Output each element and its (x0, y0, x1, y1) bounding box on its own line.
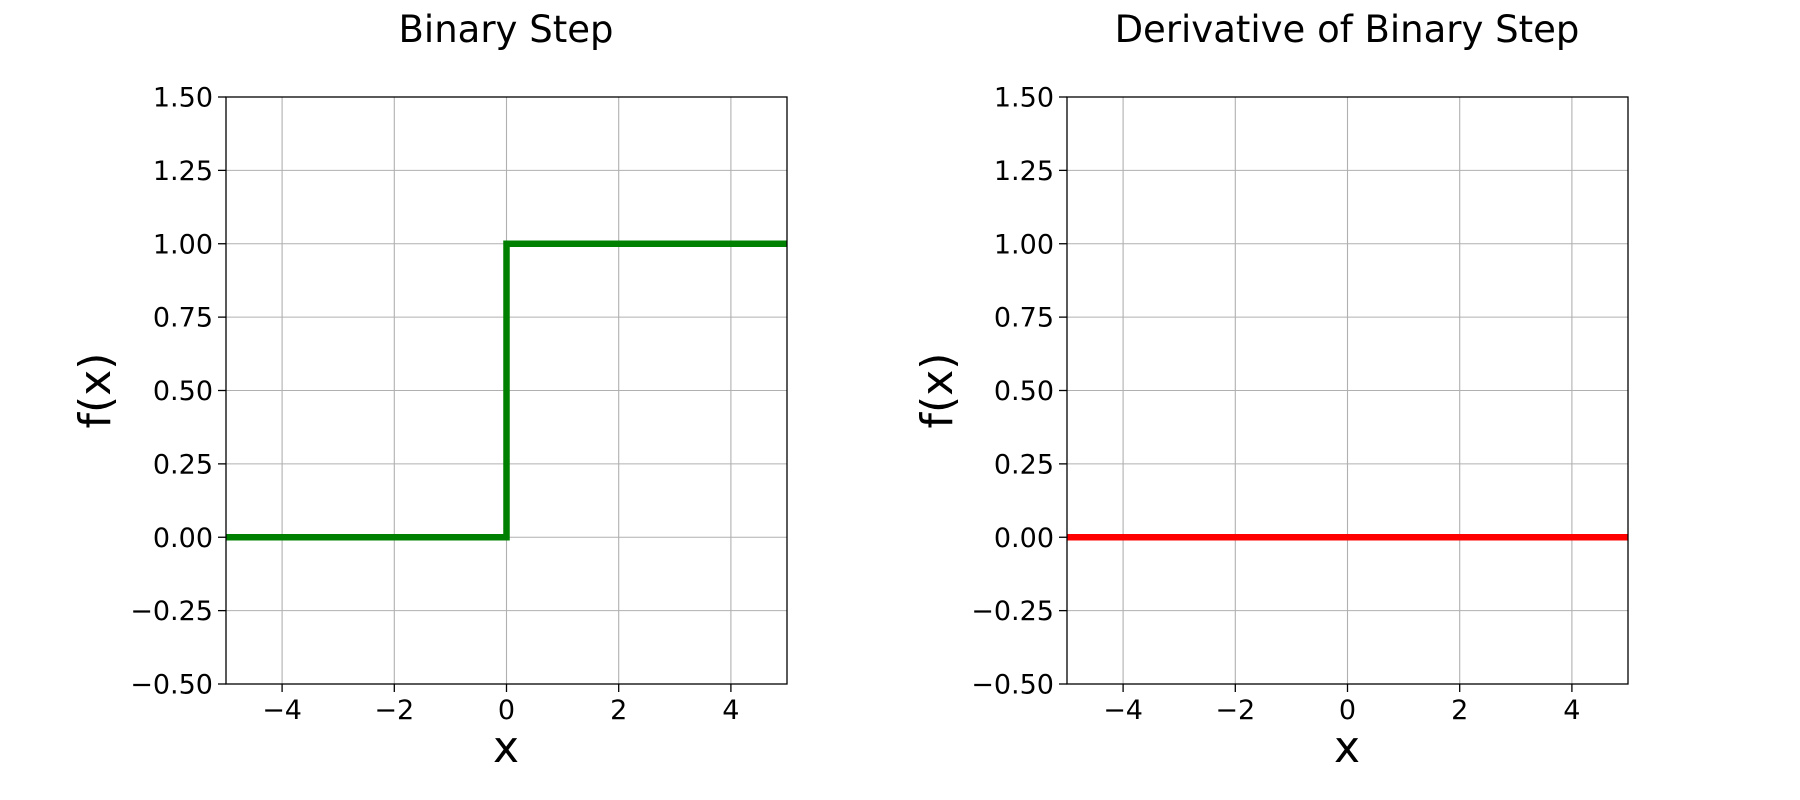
y-tick-label: 1.50 (994, 83, 1054, 114)
tick-group: −4 −2 0 2 4 −0.50 −0.25 0.00 0.25 0.50 0.75 1.00 1.2… (971, 83, 1580, 727)
y-tick-label: −0.25 (130, 596, 213, 627)
y-tick-label: 0.50 (994, 376, 1054, 407)
binary-step-chart: Binary Step −4 −2 0 2 4 −0.50 −0.25 0.00 0.25 0.5… (70, 8, 788, 773)
y-tick-label: −0.25 (971, 596, 1054, 627)
tick-group: −4 −2 0 2 4 −0.50 −0.25 0.00 0.25 0.50 0.75 1.00 1.2… (130, 83, 739, 727)
y-tick-label: 0.00 (153, 523, 213, 554)
x-tick-label: 4 (722, 695, 739, 726)
chart-title: Derivative of Binary Step (1115, 8, 1580, 51)
y-tick-label: 0.25 (994, 449, 1054, 480)
y-axis-label: f(x) (70, 353, 121, 429)
y-tick-label: 1.00 (153, 229, 213, 260)
y-tick-label: 0.25 (153, 449, 213, 480)
x-tick-label: −2 (374, 695, 414, 726)
grid (1067, 96, 1628, 685)
y-tick-label: 1.25 (153, 156, 213, 187)
y-tick-label: 1.50 (153, 83, 213, 114)
x-tick-label: 4 (1563, 695, 1580, 726)
y-tick-label: 1.00 (994, 229, 1054, 260)
x-tick-label: −4 (262, 695, 302, 726)
y-tick-label: 0.75 (994, 303, 1054, 334)
x-axis-label: x (1334, 722, 1360, 773)
y-tick-label: −0.50 (130, 670, 213, 701)
derivative-chart: Derivative of Binary Step −4 −2 0 2 4 −0.50 −0… (912, 8, 1629, 773)
y-axis-label: f(x) (912, 353, 963, 429)
x-tick-label: −4 (1103, 695, 1143, 726)
x-axis-label: x (493, 722, 519, 773)
y-tick-label: 0.00 (994, 523, 1054, 554)
chart-title: Binary Step (399, 8, 614, 51)
y-tick-label: 0.75 (153, 303, 213, 334)
y-tick-label: 0.50 (153, 376, 213, 407)
y-tick-label: −0.50 (971, 670, 1054, 701)
x-tick-label: 0 (498, 695, 515, 726)
x-tick-label: 0 (1339, 695, 1356, 726)
series-line (226, 240, 787, 541)
series-group (226, 240, 787, 541)
x-tick-label: 2 (1451, 695, 1468, 726)
x-tick-label: 2 (610, 695, 627, 726)
x-tick-label: −2 (1215, 695, 1255, 726)
y-tick-label: 1.25 (994, 156, 1054, 187)
